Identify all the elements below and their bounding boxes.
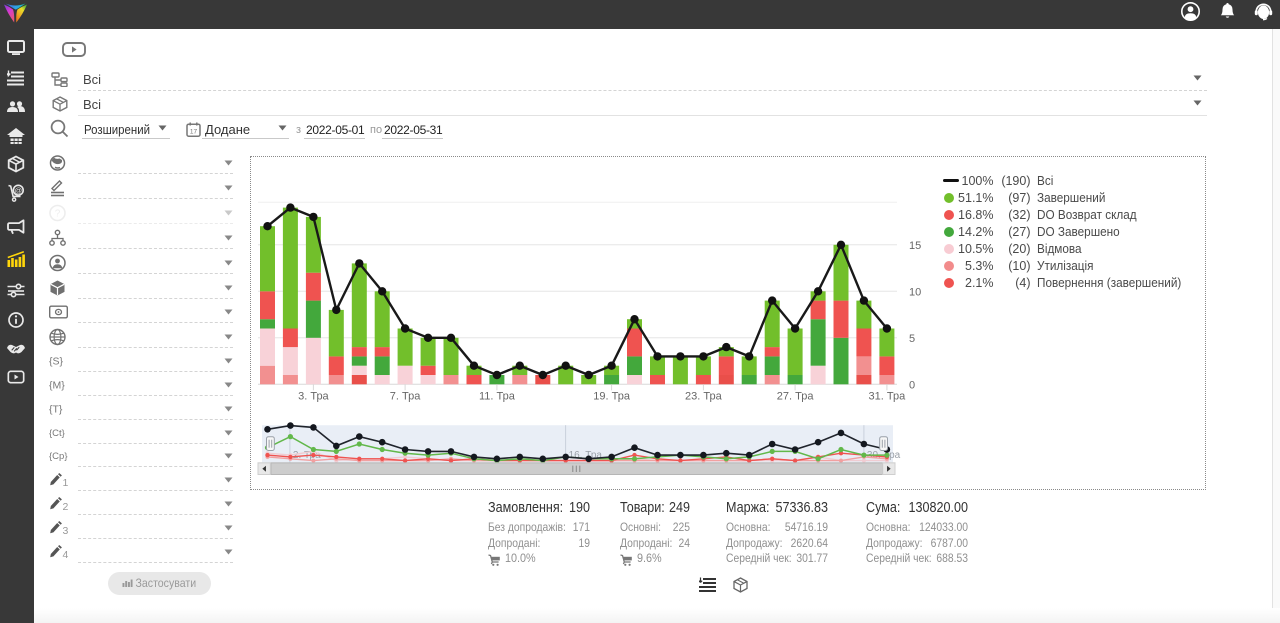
- svg-text:5: 5: [909, 333, 915, 345]
- svg-text:31. Тра: 31. Тра: [869, 391, 907, 403]
- svg-text:?: ?: [55, 209, 61, 220]
- svg-text:27. Тра: 27. Тра: [777, 391, 815, 403]
- svg-text:4: 4: [63, 549, 69, 560]
- svg-text:11. Тра: 11. Тра: [479, 391, 516, 403]
- svg-text:3. Тра: 3. Тра: [298, 391, 329, 403]
- svg-text:@: @: [14, 186, 22, 195]
- svg-text:16. Тра: 16. Тра: [569, 450, 603, 461]
- svg-text:1: 1: [63, 477, 69, 488]
- svg-text:23. Тра: 23. Тра: [685, 391, 723, 403]
- svg-text:7. Тра: 7. Тра: [390, 391, 421, 403]
- svg-text:17: 17: [190, 129, 198, 136]
- svg-text:19. Тра: 19. Тра: [593, 391, 631, 403]
- svg-text:2: 2: [63, 501, 69, 512]
- svg-text:10: 10: [909, 286, 921, 298]
- svg-text:3: 3: [63, 525, 69, 536]
- svg-text:15: 15: [909, 240, 921, 252]
- svg-text:0: 0: [909, 379, 915, 391]
